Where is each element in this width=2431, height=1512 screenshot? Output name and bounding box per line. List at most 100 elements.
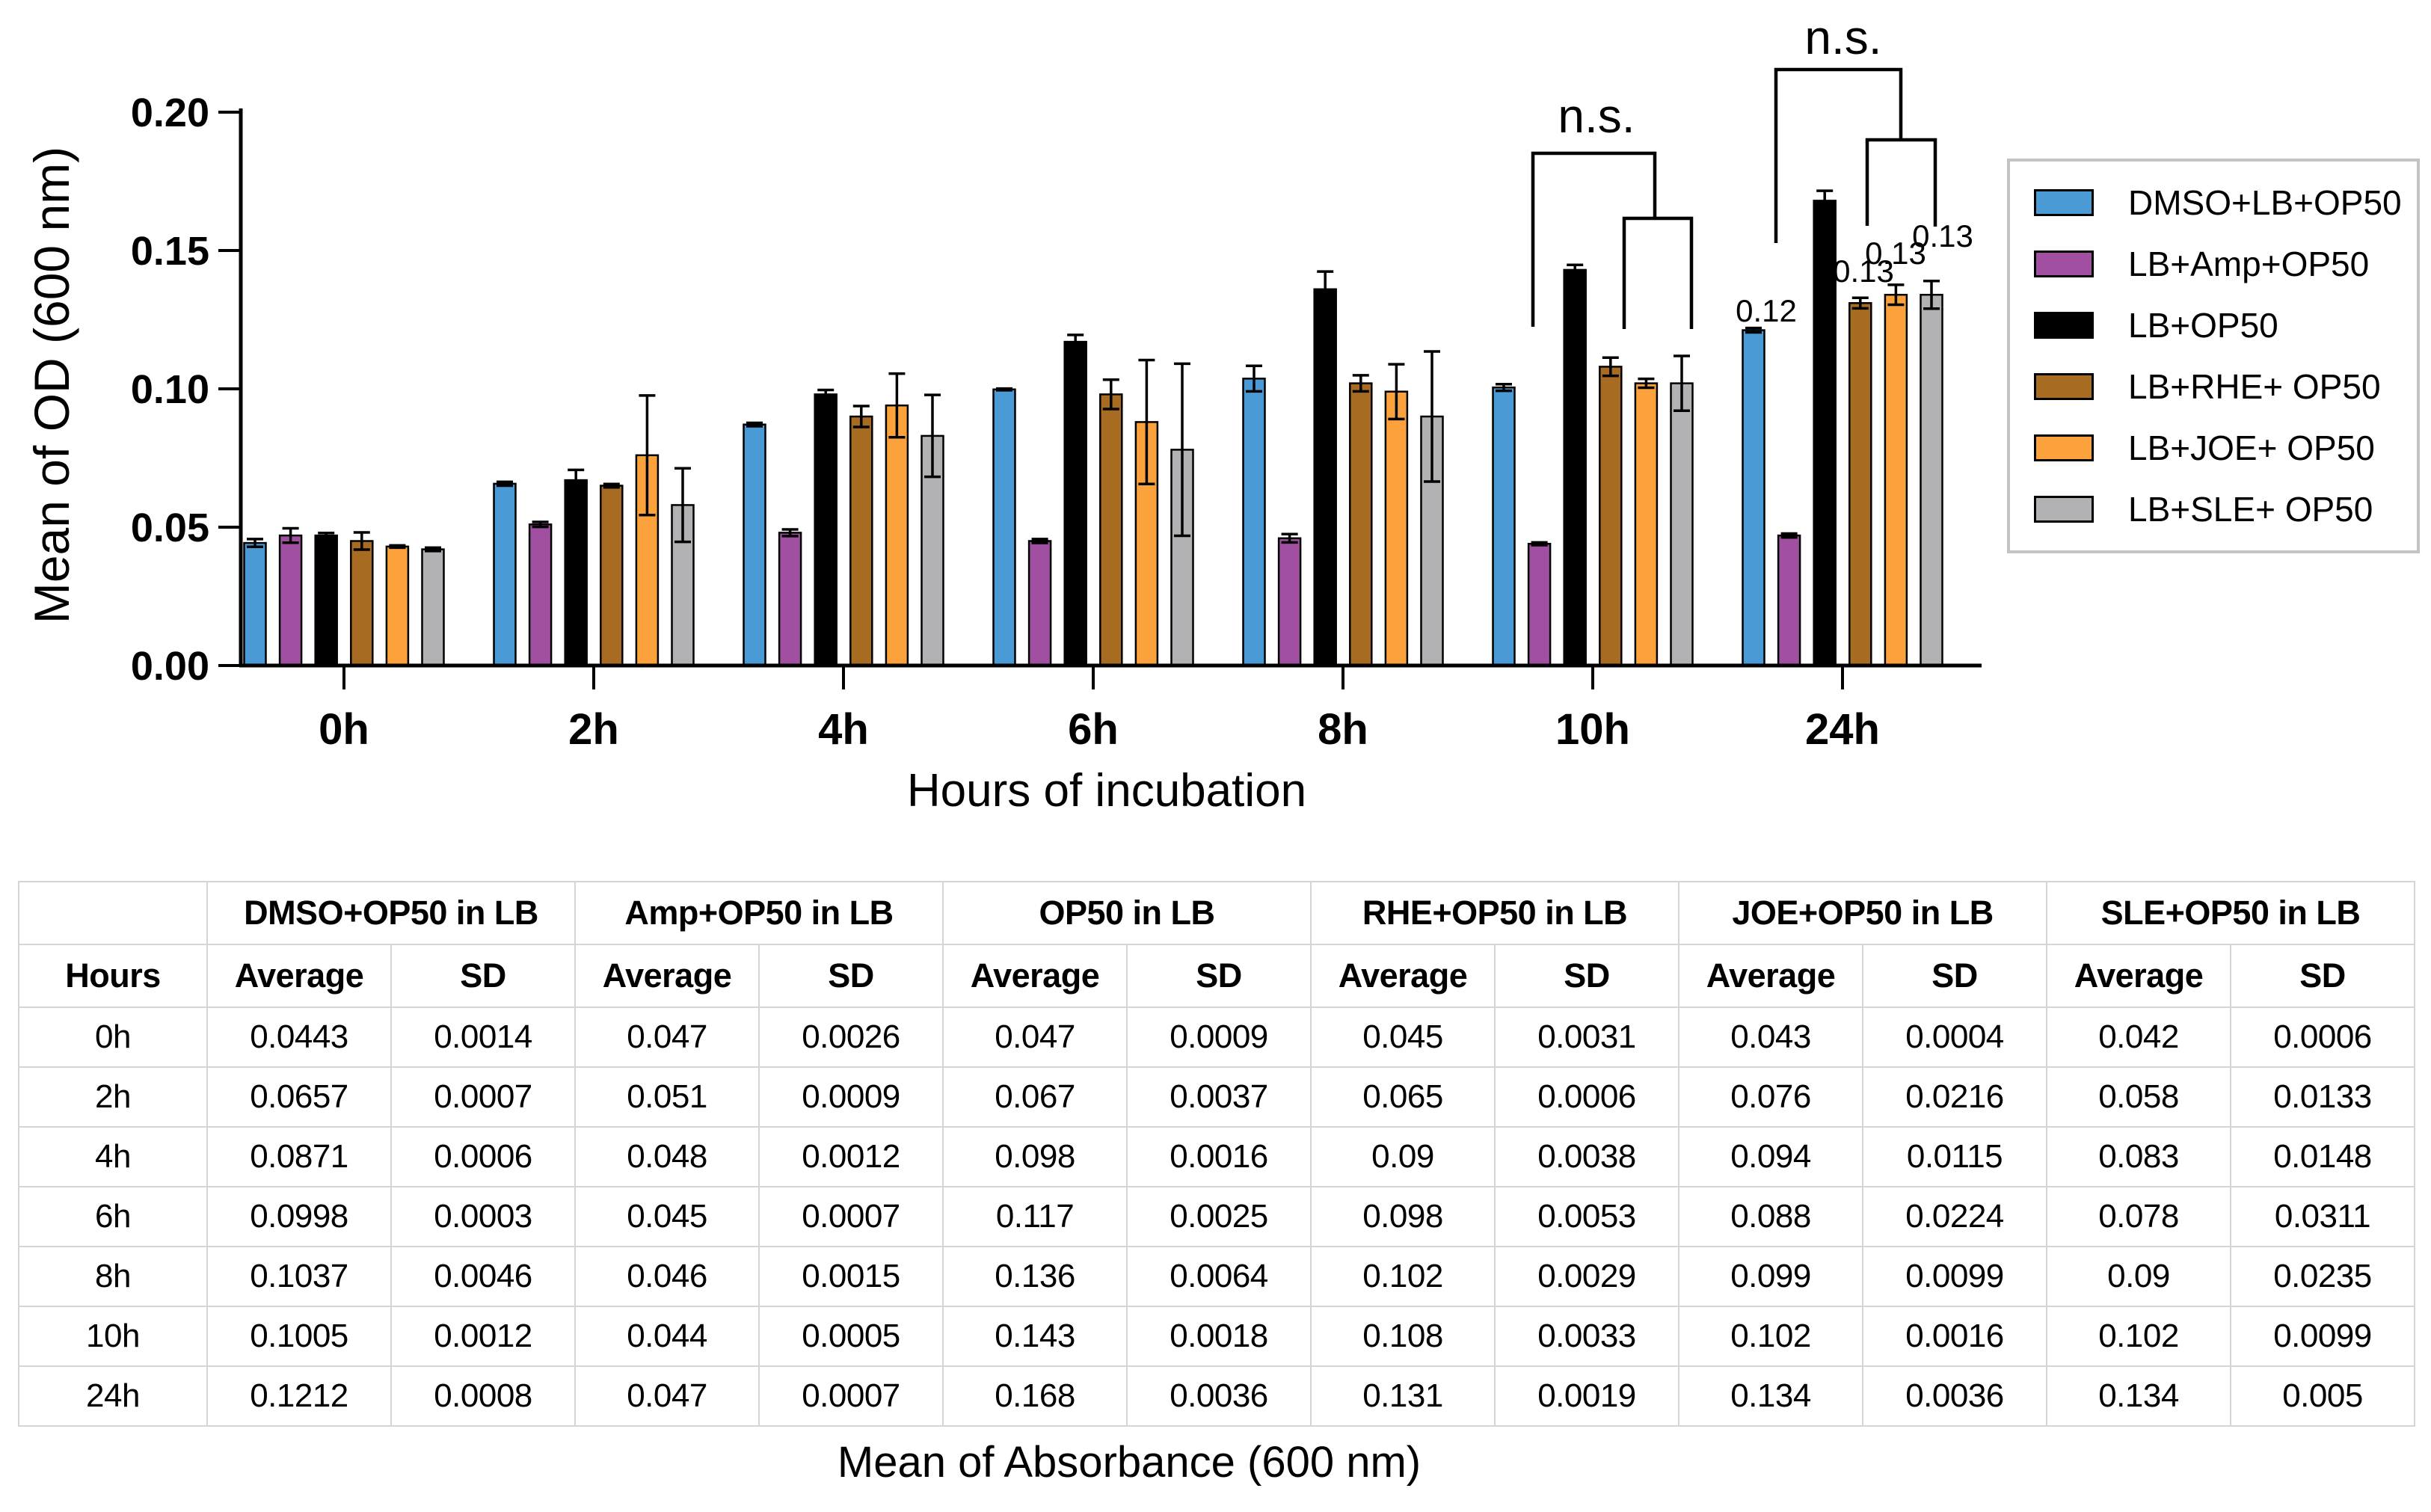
subheader-average: Average bbox=[942, 944, 1128, 1008]
bar-lb-amp-op50-24h bbox=[1777, 534, 1801, 667]
value-cell: 0.051 bbox=[574, 1066, 760, 1128]
value-cell: 0.0031 bbox=[1494, 1007, 1679, 1068]
errorbar-lb-rhe-op50-0h bbox=[353, 531, 370, 551]
x-tick-label-8h: 8h bbox=[1318, 705, 1368, 754]
legend-item-lb-sle-op50: LB+SLE+ OP50 bbox=[2010, 488, 2417, 531]
errorbar-lb-sle-op50-10h bbox=[1674, 354, 1690, 412]
od-bar-chart: 0.00 0.05 0.10 0.15 0.20 0h 2h 4h 6h 8h 10h 24h Hour… bbox=[24, 10, 1982, 817]
legend-item-dmso-lb-op50: DMSO+LB+OP50 bbox=[2010, 181, 2417, 224]
subheader-average: Average bbox=[1310, 944, 1496, 1008]
bar-lb-joe-op50-4h bbox=[885, 404, 909, 667]
bar-lb-sle-op50-10h bbox=[1670, 382, 1694, 667]
subheader-average: Average bbox=[574, 944, 760, 1008]
x-tick-label-0h: 0h bbox=[319, 705, 369, 754]
value-cell: 0.047 bbox=[574, 1365, 760, 1427]
subheader-average: Average bbox=[206, 944, 392, 1008]
value-cell: 0.0007 bbox=[758, 1186, 944, 1247]
x-tick-label-4h: 4h bbox=[818, 705, 869, 754]
value-cell: 0.0053 bbox=[1494, 1186, 1679, 1247]
bar-dmso-lb-op50-2h bbox=[493, 482, 517, 667]
errorbar-lb-sle-op50-4h bbox=[924, 393, 941, 479]
value-cell: 0.0133 bbox=[2230, 1066, 2415, 1128]
ns-label: n.s. bbox=[1804, 10, 1881, 64]
value-cell: 0.0009 bbox=[1126, 1007, 1312, 1068]
subheader-sd: SD bbox=[1494, 944, 1679, 1008]
bar-lb-rhe-op50-6h bbox=[1099, 393, 1123, 667]
legend-swatch-icon bbox=[2034, 434, 2094, 461]
value-cell: 0.0036 bbox=[1862, 1365, 2047, 1427]
errorbar-lb-amp-op50-24h bbox=[1780, 532, 1798, 539]
bar-lb-joe-op50-0h bbox=[385, 545, 410, 667]
subheader-average: Average bbox=[1678, 944, 1863, 1008]
ns-bracket-2 bbox=[1774, 67, 1937, 243]
value-cell: 0.0029 bbox=[1494, 1246, 1679, 1307]
subheader-sd: SD bbox=[1862, 944, 2047, 1008]
value-cell: 0.094 bbox=[1678, 1126, 1863, 1187]
bar-lb-op50-4h bbox=[814, 393, 838, 667]
errorbar-lb-amp-op50-4h bbox=[781, 528, 799, 538]
errorbar-lb-rhe-op50-24h bbox=[1851, 296, 1869, 310]
hour-cell: 2h bbox=[18, 1066, 208, 1128]
value-cell: 0.1005 bbox=[206, 1306, 392, 1367]
value-cell: 0.0064 bbox=[1126, 1246, 1312, 1307]
legend-item-lb-op50: LB+OP50 bbox=[2010, 304, 2417, 347]
subheader-sd: SD bbox=[2230, 944, 2415, 1008]
errorbar-dmso-lb-op50-0h bbox=[247, 538, 263, 549]
value-cell: 0.0003 bbox=[390, 1186, 576, 1247]
bar-lb-amp-op50-0h bbox=[278, 534, 303, 667]
errorbar-lb-sle-op50-8h bbox=[1424, 350, 1440, 483]
value-cell: 0.0006 bbox=[2230, 1007, 2415, 1068]
y-tick-label: 0.20 bbox=[131, 90, 209, 135]
errorbar-lb-joe-op50-10h bbox=[1638, 377, 1655, 390]
value-cell: 0.0005 bbox=[758, 1306, 944, 1367]
value-cell: 0.0099 bbox=[2230, 1306, 2415, 1367]
group-header-rhe-op50-in-lb: RHE+OP50 in LB bbox=[1310, 881, 1679, 945]
value-cell: 0.0224 bbox=[1862, 1186, 2047, 1247]
bar-value-label: 0.12 bbox=[1736, 293, 1797, 328]
errorbar-dmso-lb-op50-24h bbox=[1745, 326, 1762, 334]
errorbar-lb-sle-op50-24h bbox=[1923, 279, 1940, 310]
bar-lb-op50-6h bbox=[1063, 340, 1087, 667]
bar-dmso-lb-op50-10h bbox=[1492, 386, 1516, 667]
hour-cell: 10h bbox=[18, 1306, 208, 1367]
value-cell: 0.098 bbox=[942, 1126, 1128, 1187]
y-tick-label: 0.05 bbox=[131, 505, 209, 550]
value-cell: 0.045 bbox=[574, 1186, 760, 1247]
x-tick-label-10h: 10h bbox=[1555, 705, 1630, 754]
table-subheader-row: Hours Average SD Average SD Average SD Average S… bbox=[18, 944, 2415, 1008]
bar-lb-op50-0h bbox=[314, 534, 338, 667]
errorbar-lb-op50-8h bbox=[1317, 270, 1334, 309]
bar-dmso-lb-op50-8h bbox=[1242, 378, 1266, 667]
errorbar-lb-op50-6h bbox=[1067, 334, 1084, 351]
errorbar-lb-op50-10h bbox=[1567, 263, 1584, 277]
table-row-6h: 6h 0.0998 0.0003 0.045 0.0007 0.117 0.0025 0.09… bbox=[18, 1186, 2415, 1247]
value-cell: 0.0148 bbox=[2230, 1126, 2415, 1187]
value-cell: 0.131 bbox=[1310, 1365, 1496, 1427]
value-cell: 0.0025 bbox=[1126, 1186, 1312, 1247]
table-row-0h: 0h 0.0443 0.0014 0.047 0.0026 0.047 0.0009 0.04… bbox=[18, 1007, 2415, 1068]
errorbar-lb-rhe-op50-4h bbox=[852, 405, 870, 428]
value-cell: 0.047 bbox=[942, 1007, 1128, 1068]
value-cell: 0.134 bbox=[2046, 1365, 2231, 1427]
value-cell: 0.0012 bbox=[390, 1306, 576, 1367]
value-cell: 0.083 bbox=[2046, 1126, 2231, 1187]
errorbar-lb-joe-op50-0h bbox=[389, 544, 406, 550]
value-cell: 0.0009 bbox=[758, 1066, 944, 1128]
chart-legend: DMSO+LB+OP50 LB+Amp+OP50 LB+OP50 LB+RHE+ OP… bbox=[2007, 159, 2420, 553]
bar-lb-sle-op50-0h bbox=[421, 548, 445, 667]
value-cell: 0.0004 bbox=[1862, 1007, 2047, 1068]
value-cell: 0.0026 bbox=[758, 1007, 944, 1068]
subheader-average: Average bbox=[2046, 944, 2231, 1008]
x-tick-label-24h: 24h bbox=[1805, 705, 1880, 754]
ns-label: n.s. bbox=[1558, 89, 1635, 143]
legend-label: LB+SLE+ OP50 bbox=[2128, 490, 2373, 529]
value-cell: 0.0037 bbox=[1126, 1066, 1312, 1128]
value-cell: 0.168 bbox=[942, 1365, 1128, 1427]
value-cell: 0.09 bbox=[1310, 1126, 1496, 1187]
bar-lb-rhe-op50-24h bbox=[1848, 302, 1872, 667]
table-row-2h: 2h 0.0657 0.0007 0.051 0.0009 0.067 0.0037 0.06… bbox=[18, 1066, 2415, 1128]
y-tick-label: 0.00 bbox=[131, 644, 209, 689]
bar-lb-rhe-op50-8h bbox=[1349, 382, 1373, 667]
value-cell: 0.045 bbox=[1310, 1007, 1496, 1068]
